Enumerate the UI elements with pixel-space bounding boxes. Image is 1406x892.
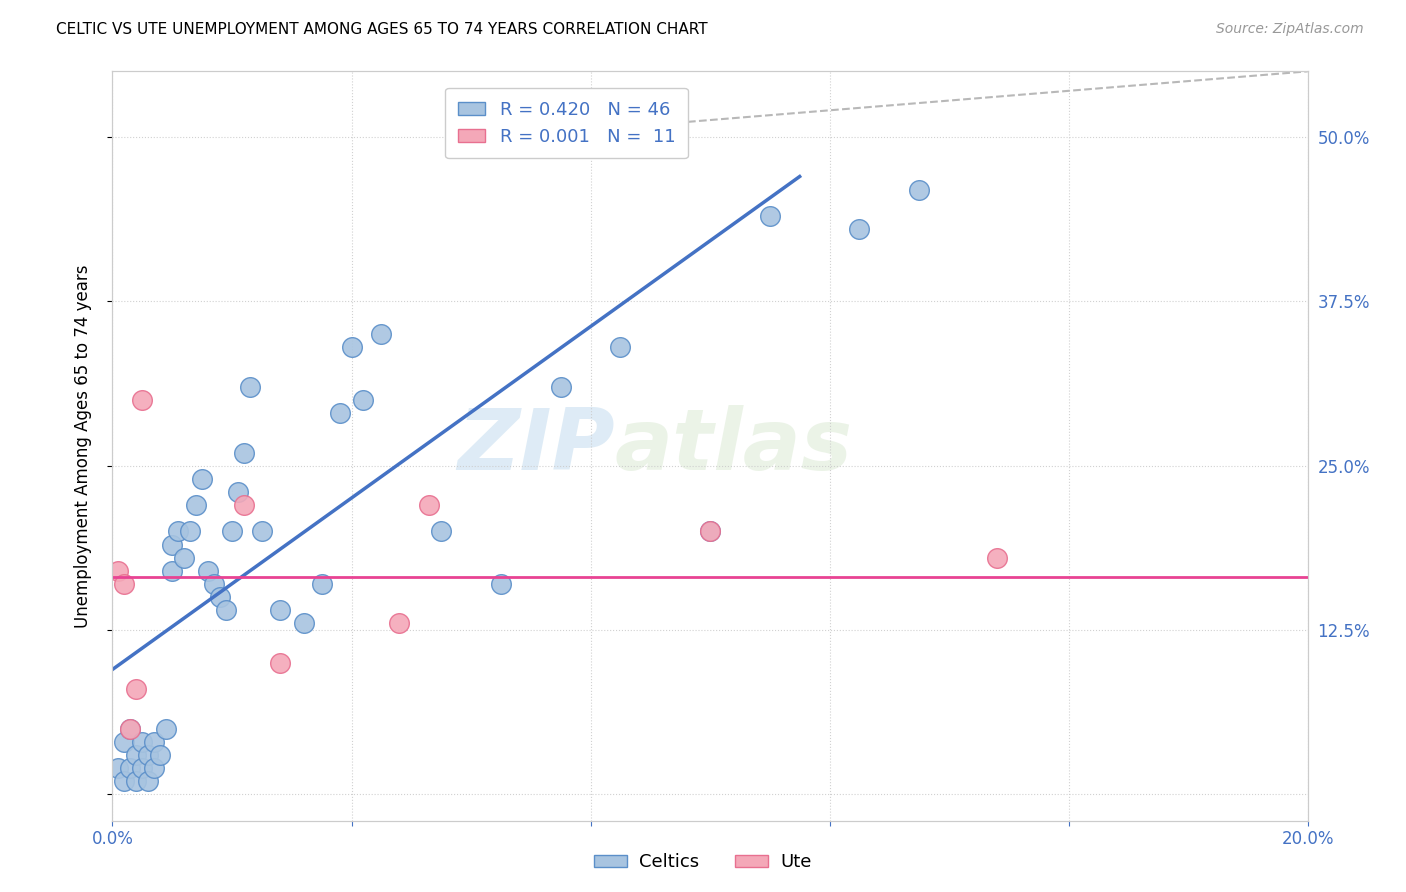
Point <box>908 183 931 197</box>
Point <box>162 538 183 552</box>
Point <box>197 564 219 578</box>
Point <box>191 472 214 486</box>
Point <box>609 340 631 354</box>
Point <box>233 498 256 512</box>
Point <box>155 722 177 736</box>
Point <box>138 774 160 789</box>
Point <box>311 577 333 591</box>
Point <box>131 735 153 749</box>
Point <box>699 524 721 539</box>
Text: ZIP: ZIP <box>457 404 614 488</box>
Point <box>149 747 172 762</box>
Y-axis label: Unemployment Among Ages 65 to 74 years: Unemployment Among Ages 65 to 74 years <box>73 264 91 628</box>
Point <box>107 761 129 775</box>
Point <box>370 327 392 342</box>
Point <box>986 550 1008 565</box>
Point <box>221 524 243 539</box>
Point <box>114 735 135 749</box>
Point <box>250 524 273 539</box>
Legend: R = 0.420   N = 46, R = 0.001   N =  11: R = 0.420 N = 46, R = 0.001 N = 11 <box>446 88 688 158</box>
Point <box>388 616 411 631</box>
Point <box>173 550 195 565</box>
Point <box>114 577 135 591</box>
Point <box>489 577 512 591</box>
Point <box>759 209 782 223</box>
Point <box>120 722 142 736</box>
Point <box>131 761 153 775</box>
Point <box>131 392 153 407</box>
Text: Source: ZipAtlas.com: Source: ZipAtlas.com <box>1216 22 1364 37</box>
Text: atlas: atlas <box>614 404 852 488</box>
Point <box>138 747 160 762</box>
Point <box>353 392 375 407</box>
Point <box>292 616 315 631</box>
Point <box>226 485 249 500</box>
Point <box>162 564 183 578</box>
Point <box>269 656 291 670</box>
Point <box>143 761 166 775</box>
Point <box>340 340 363 354</box>
Point <box>120 761 142 775</box>
Point <box>239 380 262 394</box>
Point <box>179 524 201 539</box>
Point <box>329 406 352 420</box>
Point <box>202 577 225 591</box>
Point <box>430 524 453 539</box>
Point <box>233 445 256 459</box>
Point <box>848 222 870 236</box>
Point <box>125 774 148 789</box>
Point <box>125 682 148 697</box>
Point <box>186 498 208 512</box>
Point <box>167 524 190 539</box>
Point <box>120 722 142 736</box>
Point <box>125 747 148 762</box>
Point <box>550 380 572 394</box>
Point <box>269 603 291 617</box>
Point <box>215 603 238 617</box>
Text: CELTIC VS UTE UNEMPLOYMENT AMONG AGES 65 TO 74 YEARS CORRELATION CHART: CELTIC VS UTE UNEMPLOYMENT AMONG AGES 65… <box>56 22 707 37</box>
Point <box>114 774 135 789</box>
Point <box>418 498 440 512</box>
Point <box>107 564 129 578</box>
Point <box>209 590 232 604</box>
Point <box>699 524 721 539</box>
Point <box>143 735 166 749</box>
Legend: Celtics, Ute: Celtics, Ute <box>586 847 820 879</box>
